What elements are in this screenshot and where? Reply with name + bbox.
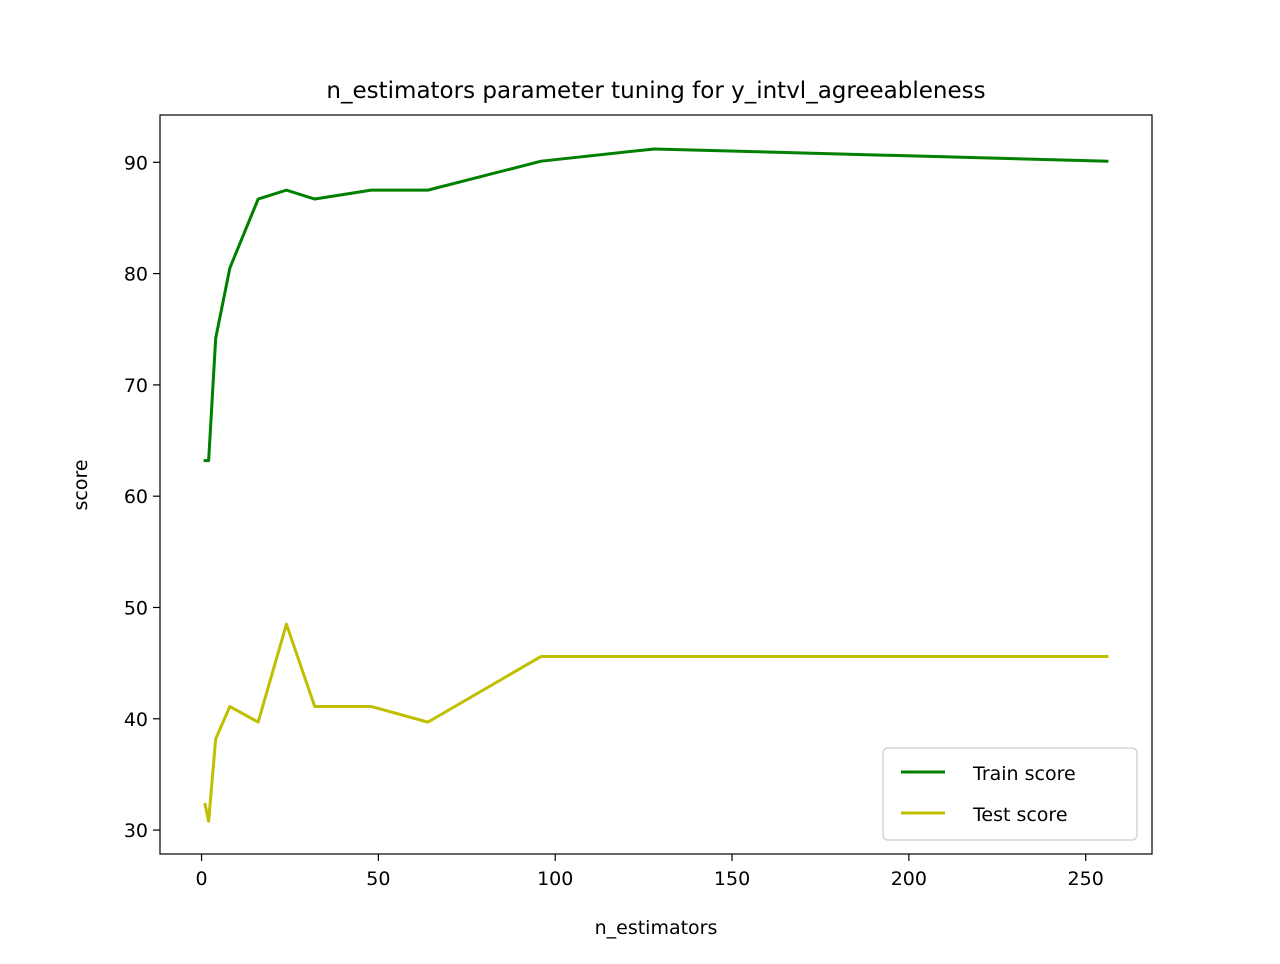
x-tick-label: 50 <box>366 868 390 890</box>
x-tick-label: 250 <box>1068 868 1104 890</box>
y-tick-label: 50 <box>124 597 148 619</box>
chart-title: n_estimators parameter tuning for y_intv… <box>326 78 985 104</box>
series-line-0 <box>203 147 1109 463</box>
y-tick-label: 30 <box>124 820 148 842</box>
y-tick-label: 60 <box>124 486 148 508</box>
x-tick-label: 200 <box>891 868 927 890</box>
y-axis-label: score <box>70 459 92 510</box>
x-tick-label: 100 <box>537 868 573 890</box>
x-tick-label: 0 <box>196 868 208 890</box>
y-tick-label: 80 <box>124 264 148 286</box>
x-axis-ticks: 0 50 100 150 200 250 <box>196 854 1104 890</box>
y-tick-label: 90 <box>124 152 148 174</box>
y-axis-ticks: 30 40 50 60 70 80 90 <box>124 152 160 842</box>
legend-entries: Train score Test score <box>901 763 1076 826</box>
x-tick-label: 150 <box>714 868 750 890</box>
legend-label: Test score <box>972 804 1068 826</box>
y-tick-label: 70 <box>124 375 148 397</box>
plot-frame <box>159 114 1153 855</box>
x-axis-label: n_estimators <box>595 917 718 939</box>
series-line-1 <box>203 622 1109 823</box>
series-layer <box>203 147 1109 823</box>
legend-label: Train score <box>972 763 1076 785</box>
plot-area <box>159 114 1153 855</box>
legend: Train score Test score <box>882 747 1138 841</box>
legend-box <box>882 747 1138 841</box>
plot-background <box>160 115 1152 854</box>
y-tick-label: 40 <box>124 709 148 731</box>
